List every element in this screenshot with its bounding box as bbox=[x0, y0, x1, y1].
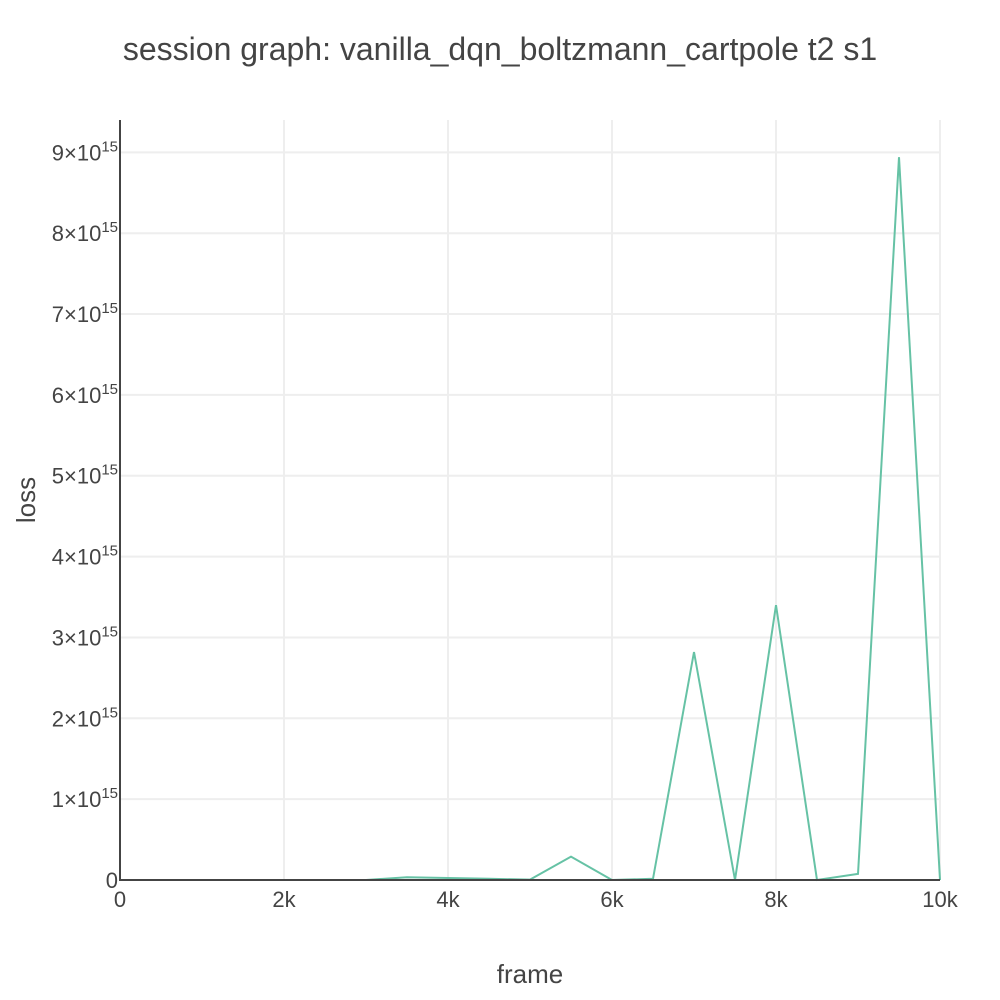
y-tick-label: 9×1015 bbox=[52, 138, 118, 165]
y-tick-label: 5×1015 bbox=[52, 462, 118, 489]
x-axis-title: frame bbox=[497, 959, 563, 989]
x-tick-label: 10k bbox=[922, 887, 958, 912]
tick-labels: 0 2k 4k 6k 8k 10k 0 1×1015 2×1015 3×1015 4×1015 5×1… bbox=[52, 138, 959, 912]
x-tick-label: 6k bbox=[600, 887, 624, 912]
y-tick-label: 4×1015 bbox=[52, 543, 118, 570]
grid-lines bbox=[120, 120, 941, 880]
axes bbox=[119, 120, 940, 881]
series-layer bbox=[161, 157, 941, 882]
y-tick-label: 8×1015 bbox=[52, 219, 118, 246]
y-tick-label: 6×1015 bbox=[52, 381, 118, 408]
x-tick-label: 8k bbox=[764, 887, 788, 912]
x-tick-label: 4k bbox=[436, 887, 460, 912]
series-line bbox=[161, 157, 941, 882]
y-tick-label: 0 bbox=[106, 868, 118, 893]
y-axis-title: loss bbox=[11, 477, 41, 523]
y-tick-label: 2×1015 bbox=[52, 704, 118, 731]
x-tick-label: 2k bbox=[272, 887, 296, 912]
y-tick-label: 7×1015 bbox=[52, 300, 118, 327]
x-tick-label: 0 bbox=[114, 887, 126, 912]
y-tick-label: 1×1015 bbox=[52, 785, 118, 812]
chart-title: session graph: vanilla_dqn_boltzmann_car… bbox=[123, 31, 877, 67]
y-tick-label: 3×1015 bbox=[52, 623, 118, 650]
